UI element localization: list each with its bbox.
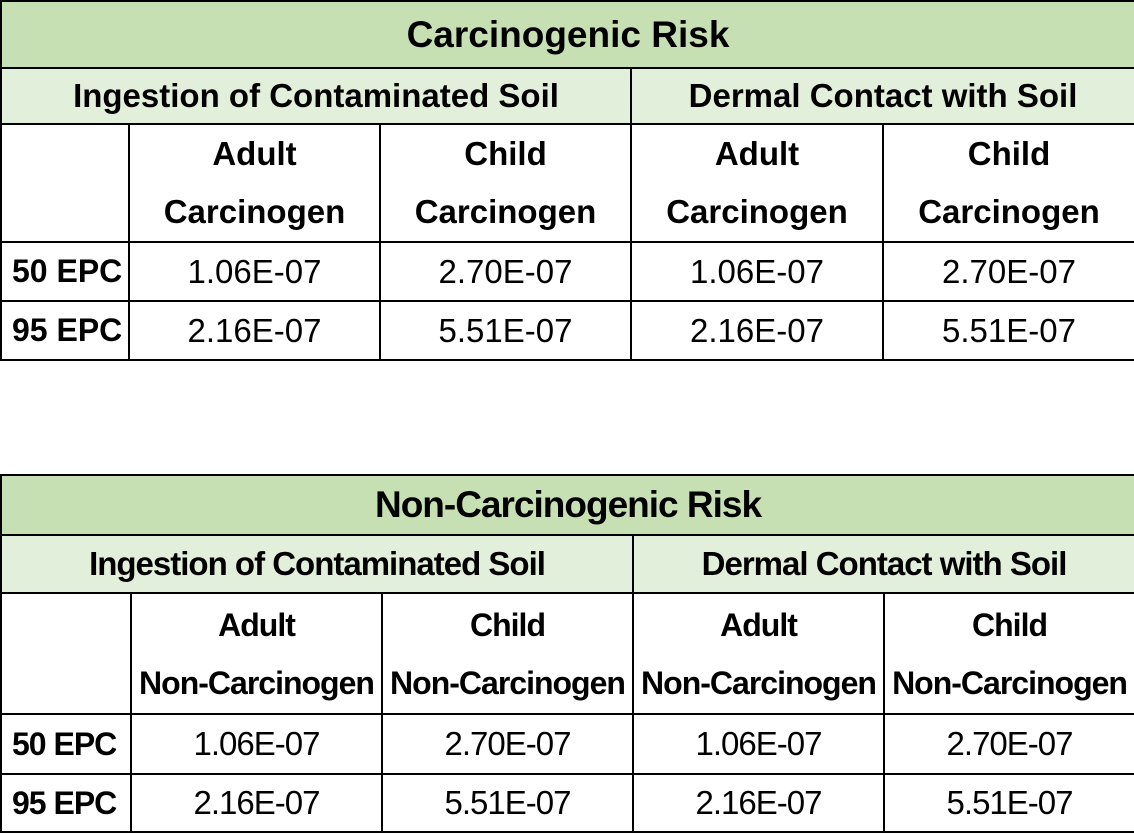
column-header-line2: Non-Carcinogen	[892, 664, 1128, 701]
table-title: Non-Carcinogenic Risk	[0, 474, 1134, 536]
value-cell: 1.06E-07	[630, 241, 884, 302]
column-header-line2: Carcinogen	[414, 193, 597, 230]
table-title: Carcinogenic Risk	[0, 0, 1134, 69]
table-row: 95 EPC 2.16E-07 5.51E-07 2.16E-07 5.51E-…	[0, 300, 1134, 361]
column-header-line1: Adult	[212, 135, 297, 172]
column-header-line1: Child	[972, 606, 1048, 643]
column-header-adult-dermal: Adult Carcinogen	[630, 123, 884, 243]
value-cell: 2.70E-07	[882, 713, 1134, 775]
column-header-line2: Carcinogen	[918, 193, 1100, 230]
column-header-adult-ingestion: Adult Non-Carcinogen	[130, 592, 383, 715]
value-cell: 2.16E-07	[130, 773, 383, 833]
table-row: 50 EPC 1.06E-07 2.70E-07 1.06E-07 2.70E-…	[0, 713, 1134, 775]
column-header-line1: Adult	[720, 606, 798, 643]
value-cell: 2.16E-07	[632, 773, 885, 833]
column-header-line2: Non-Carcinogen	[390, 664, 626, 701]
row-label: 50 EPC	[0, 713, 132, 775]
value-cell: 2.70E-07	[381, 713, 634, 775]
row-label: 95 EPC	[0, 300, 130, 361]
column-header-child-ingestion: Child Carcinogen	[379, 123, 632, 243]
value-cell: 5.51E-07	[882, 773, 1134, 833]
route-header-ingestion: Ingestion of Contaminated Soil	[0, 67, 632, 125]
column-header-line2: Non-Carcinogen	[139, 664, 375, 701]
value-cell: 5.51E-07	[379, 300, 632, 361]
route-header-dermal: Dermal Contact with Soil	[630, 67, 1134, 125]
value-cell: 2.16E-07	[630, 300, 884, 361]
route-header-ingestion: Ingestion of Contaminated Soil	[0, 534, 634, 594]
table-row: 95 EPC 2.16E-07 5.51E-07 2.16E-07 5.51E-…	[0, 773, 1134, 833]
value-cell: 1.06E-07	[632, 713, 885, 775]
column-header-child-dermal: Child Carcinogen	[882, 123, 1134, 243]
carcinogenic-risk-table: Carcinogenic Risk Ingestion of Contamina…	[0, 0, 1134, 361]
column-header-line2: Carcinogen	[163, 193, 346, 230]
value-cell: 2.70E-07	[882, 241, 1134, 302]
empty-corner-cell	[0, 592, 132, 715]
value-cell: 2.16E-07	[128, 300, 381, 361]
value-cell: 1.06E-07	[130, 713, 383, 775]
column-header-child-dermal: Child Non-Carcinogen	[882, 592, 1134, 715]
value-cell: 2.70E-07	[379, 241, 632, 302]
row-label: 95 EPC	[0, 773, 132, 833]
value-cell: 5.51E-07	[381, 773, 634, 833]
column-header-line1: Adult	[218, 606, 296, 643]
column-header-child-ingestion: Child Non-Carcinogen	[381, 592, 634, 715]
column-header-adult-ingestion: Adult Carcinogen	[128, 123, 381, 243]
empty-corner-cell	[0, 123, 130, 243]
row-label: 50 EPC	[0, 241, 130, 302]
column-header-line1: Child	[470, 606, 546, 643]
table-row: 50 EPC 1.06E-07 2.70E-07 1.06E-07 2.70E-…	[0, 241, 1134, 302]
value-cell: 5.51E-07	[882, 300, 1134, 361]
column-header-line1: Adult	[714, 135, 800, 172]
value-cell: 1.06E-07	[128, 241, 381, 302]
column-header-line2: Non-Carcinogen	[641, 664, 877, 701]
column-header-line1: Child	[967, 135, 1051, 172]
non-carcinogenic-risk-table: Non-Carcinogenic Risk Ingestion of Conta…	[0, 474, 1134, 833]
column-header-adult-dermal: Adult Non-Carcinogen	[632, 592, 885, 715]
route-header-dermal: Dermal Contact with Soil	[631, 534, 1134, 594]
column-header-line2: Carcinogen	[666, 193, 848, 230]
column-header-line1: Child	[464, 135, 547, 172]
